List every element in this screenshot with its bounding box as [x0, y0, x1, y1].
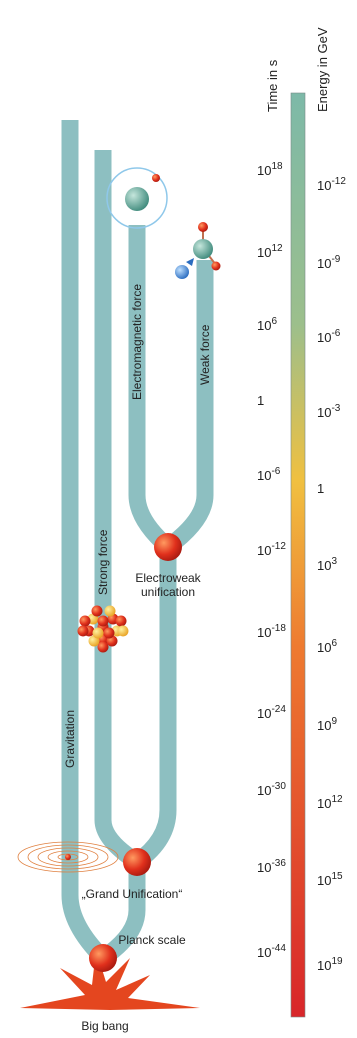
time-label: 10-30: [257, 781, 286, 798]
tick-exponent: 12: [331, 794, 343, 805]
energy-label: 1019: [317, 956, 343, 973]
energy-label: 1: [317, 481, 324, 496]
energy-label: 109: [317, 716, 337, 733]
time-label: 10-12: [257, 541, 286, 558]
tick-base: 10: [257, 163, 271, 178]
time-label: 10-6: [257, 466, 281, 483]
time-label: 10-18: [257, 623, 286, 640]
tick-exponent: -6: [271, 466, 280, 477]
energy-title: Energy in GeV: [315, 27, 330, 112]
tick-base: 10: [317, 405, 331, 420]
energy-label: 10-3: [317, 403, 341, 420]
time-label: 1012: [257, 243, 283, 260]
tick-base: 10: [317, 640, 331, 655]
big-bang-label: Big bang: [81, 1019, 128, 1033]
tick-exponent: 15: [331, 871, 343, 882]
tick-base: 10: [257, 783, 271, 798]
tick-base: 10: [257, 860, 271, 875]
planck-label: Planck scale: [118, 933, 186, 947]
energy-label: 1012: [317, 794, 343, 811]
tick-exponent: 9: [331, 716, 337, 727]
tick-exponent: -44: [271, 943, 286, 954]
branch-pipes: [70, 120, 205, 958]
gravitation-label: Gravitation: [63, 710, 77, 768]
energy-bar: [291, 93, 305, 1017]
energy-label: 10-9: [317, 254, 341, 271]
tick-base: 10: [257, 468, 271, 483]
tick-base: 10: [317, 330, 331, 345]
tick-base: 10: [257, 543, 271, 558]
tick-base: 10: [317, 796, 331, 811]
nucleon: [92, 606, 103, 617]
tick-base: 10: [317, 958, 331, 973]
grand-unification-label: „Grand Unification“: [82, 887, 183, 901]
tick-base: 10: [317, 178, 331, 193]
tick-base: 10: [257, 318, 271, 333]
tick-base: 10: [317, 718, 331, 733]
tick-base: 10: [257, 706, 271, 721]
energy-label: 10-6: [317, 328, 341, 345]
electroweak-label: Electroweak: [135, 571, 201, 585]
tick-base: 1: [257, 393, 264, 408]
tick-exponent: 18: [271, 161, 283, 172]
electromagnetic-label: Electromagnetic force: [130, 284, 144, 400]
nucleon: [93, 628, 104, 639]
electroweak-label: unification: [141, 585, 195, 599]
diagram: Time in s Energy in GeV 10181012106110-6…: [0, 0, 357, 1038]
tick-exponent: -24: [271, 704, 286, 715]
energy-label: 10-12: [317, 176, 346, 193]
tick-exponent: 19: [331, 956, 343, 967]
nucleon: [80, 616, 91, 627]
tick-exponent: -12: [271, 541, 286, 552]
tick-base: 10: [317, 558, 331, 573]
time-title: Time in s: [265, 59, 280, 112]
tick-exponent: -12: [331, 176, 346, 187]
time-label: 10-44: [257, 943, 286, 960]
tick-base: 10: [257, 625, 271, 640]
nucleon: [105, 606, 116, 617]
tick-exponent: -6: [331, 328, 340, 339]
tick-base: 10: [317, 873, 331, 888]
tick-exponent: -9: [331, 254, 340, 265]
tick-exponent: 6: [271, 316, 277, 327]
tick-exponent: 3: [331, 556, 337, 567]
nucleon: [116, 616, 127, 627]
strong-label: Strong force: [96, 529, 110, 595]
nucleon: [104, 628, 115, 639]
time-label: 10-36: [257, 858, 286, 875]
planck-ball: [89, 944, 117, 972]
nucleon: [118, 626, 129, 637]
atom-icon: [107, 168, 167, 228]
nucleon: [78, 626, 89, 637]
nucleon: [98, 616, 109, 627]
energy-label: 1015: [317, 871, 343, 888]
grand-unification-ball: [123, 848, 151, 876]
tick-exponent: -36: [271, 858, 286, 869]
nucleon: [98, 642, 109, 653]
tick-base: 10: [257, 245, 271, 260]
weak-label: Weak force: [198, 324, 212, 385]
tick-base: 10: [317, 256, 331, 271]
time-label: 106: [257, 316, 277, 333]
energy-label: 106: [317, 638, 337, 655]
time-label: 1018: [257, 161, 283, 178]
tick-base: 1: [317, 481, 324, 496]
tick-exponent: -30: [271, 781, 286, 792]
time-label: 10-24: [257, 704, 286, 721]
tick-exponent: 12: [271, 243, 283, 254]
tick-base: 10: [257, 945, 271, 960]
tick-exponent: -18: [271, 623, 286, 634]
tick-exponent: 6: [331, 638, 337, 649]
tick-exponent: -3: [331, 403, 340, 414]
time-label: 1: [257, 393, 264, 408]
electroweak-ball: [154, 533, 182, 561]
energy-label: 103: [317, 556, 337, 573]
